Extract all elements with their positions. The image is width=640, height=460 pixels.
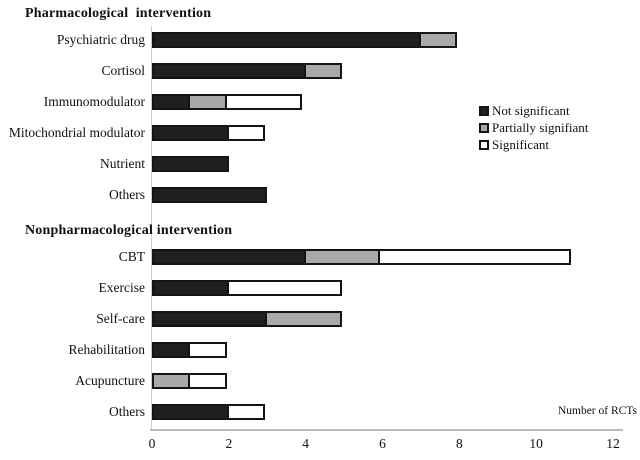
legend-swatch-icon (479, 123, 489, 133)
bar-segment-significant (226, 279, 343, 296)
bar-segment-not-significant (152, 403, 229, 420)
chart-row: CBT (0, 241, 640, 272)
category-label: CBT (118, 248, 145, 264)
category-label: Psychiatric drug (56, 31, 145, 47)
bar-track (152, 31, 613, 48)
bar-segment-partially-signifiant (303, 248, 381, 265)
bar-segment-partially-signifiant (418, 31, 458, 48)
chart-row: Others (0, 179, 640, 210)
group-title: Pharmacological intervention (25, 6, 212, 21)
x-tick-label: 8 (455, 436, 463, 451)
bar-segment-significant (188, 372, 227, 389)
chart-row: Mitochondrial modulator (0, 117, 640, 148)
bar-segment-not-significant (152, 124, 229, 141)
category-label: Exercise (98, 279, 145, 295)
chart-row: Nutrient (0, 148, 640, 179)
bar-segment-partially-signifiant (303, 62, 343, 79)
legend-item: Not significant (479, 103, 588, 118)
category-label: Cortisol (101, 62, 145, 78)
category-label: Self-care (96, 310, 145, 326)
bar-track (152, 124, 613, 141)
bar-track (152, 372, 613, 389)
x-axis-line (150, 429, 623, 431)
bar-segment-not-significant (152, 341, 191, 358)
intervention-group: Nonpharmacological intervention CBT Exerci… (0, 223, 640, 427)
category-label: Rehabilitation (68, 341, 146, 357)
bar-segment-significant (224, 93, 302, 110)
x-tick-label: 0 (148, 436, 156, 451)
bar-track (152, 248, 613, 265)
legend: Not significant Partially signifiant Signi… (479, 103, 589, 152)
legend-swatch-icon (479, 140, 489, 150)
bar-segment-not-significant (152, 279, 229, 296)
legend-label: Significant (492, 137, 550, 152)
bar-track (152, 341, 613, 358)
bar-segment-partially-signifiant (152, 372, 191, 389)
category-label: Acupuncture (75, 372, 145, 388)
bar-track (152, 310, 613, 327)
bar-segment-not-significant (152, 155, 229, 172)
bar-segment-significant (226, 403, 266, 420)
category-label: Others (109, 186, 145, 202)
chart-row: Others (0, 396, 640, 427)
legend-label: Partially signifiant (492, 120, 589, 135)
chart-row: Psychiatric drug (0, 24, 640, 55)
chart-groups: Pharmacological intervention Psychiatric … (0, 6, 640, 427)
x-tick-label: 12 (606, 436, 620, 451)
x-tick-label: 6 (379, 436, 386, 451)
chart-row: Self-care (0, 303, 640, 334)
bar-segment-not-significant (152, 62, 306, 79)
legend-label: Not significant (492, 103, 570, 118)
x-tick-label: 10 (529, 436, 543, 451)
bar-track (152, 403, 613, 420)
chart-row: Cortisol (0, 55, 640, 86)
bar-segment-not-significant (152, 248, 306, 265)
chart-row: Immunomodulator (0, 86, 640, 117)
legend-item: Partially signifiant (479, 120, 589, 135)
legend-item: Significant (479, 137, 588, 152)
bar-track (152, 93, 613, 110)
chart-row: Exercise (0, 272, 640, 303)
x-axis-ticks: 0 2 4 6 8 10 12 (148, 436, 620, 454)
intervention-group: Pharmacological intervention Psychiatric … (0, 6, 640, 210)
bar-segment-significant (226, 124, 266, 141)
bar-track (152, 279, 613, 296)
chart-row: Rehabilitation (0, 334, 640, 365)
bar-segment-not-significant (152, 31, 421, 48)
bar-track (152, 62, 613, 79)
bar-segment-not-significant (152, 93, 191, 110)
bar-segment-partially-signifiant (265, 310, 343, 327)
category-label: Mitochondrial modulator (8, 124, 145, 140)
category-label: Others (109, 403, 145, 419)
bar-track (152, 155, 613, 172)
x-tick-label: 2 (225, 436, 233, 451)
y-axis-line (151, 26, 152, 429)
bar-segment-not-significant (152, 186, 268, 203)
x-tick-label: 4 (302, 436, 310, 451)
bar-segment-significant (188, 341, 227, 358)
category-label: Immunomodulator (43, 93, 145, 109)
group-title: Nonpharmacological intervention (25, 223, 233, 238)
bar-segment-significant (378, 248, 571, 265)
legend-swatch-icon (479, 106, 489, 116)
bar-segment-not-significant (152, 310, 268, 327)
x-axis-label: Number of RCTs (557, 405, 637, 417)
category-label: Nutrient (100, 155, 145, 171)
bar-segment-partially-signifiant (188, 93, 227, 110)
bar-track (152, 186, 613, 203)
chart-row: Acupuncture (0, 365, 640, 396)
